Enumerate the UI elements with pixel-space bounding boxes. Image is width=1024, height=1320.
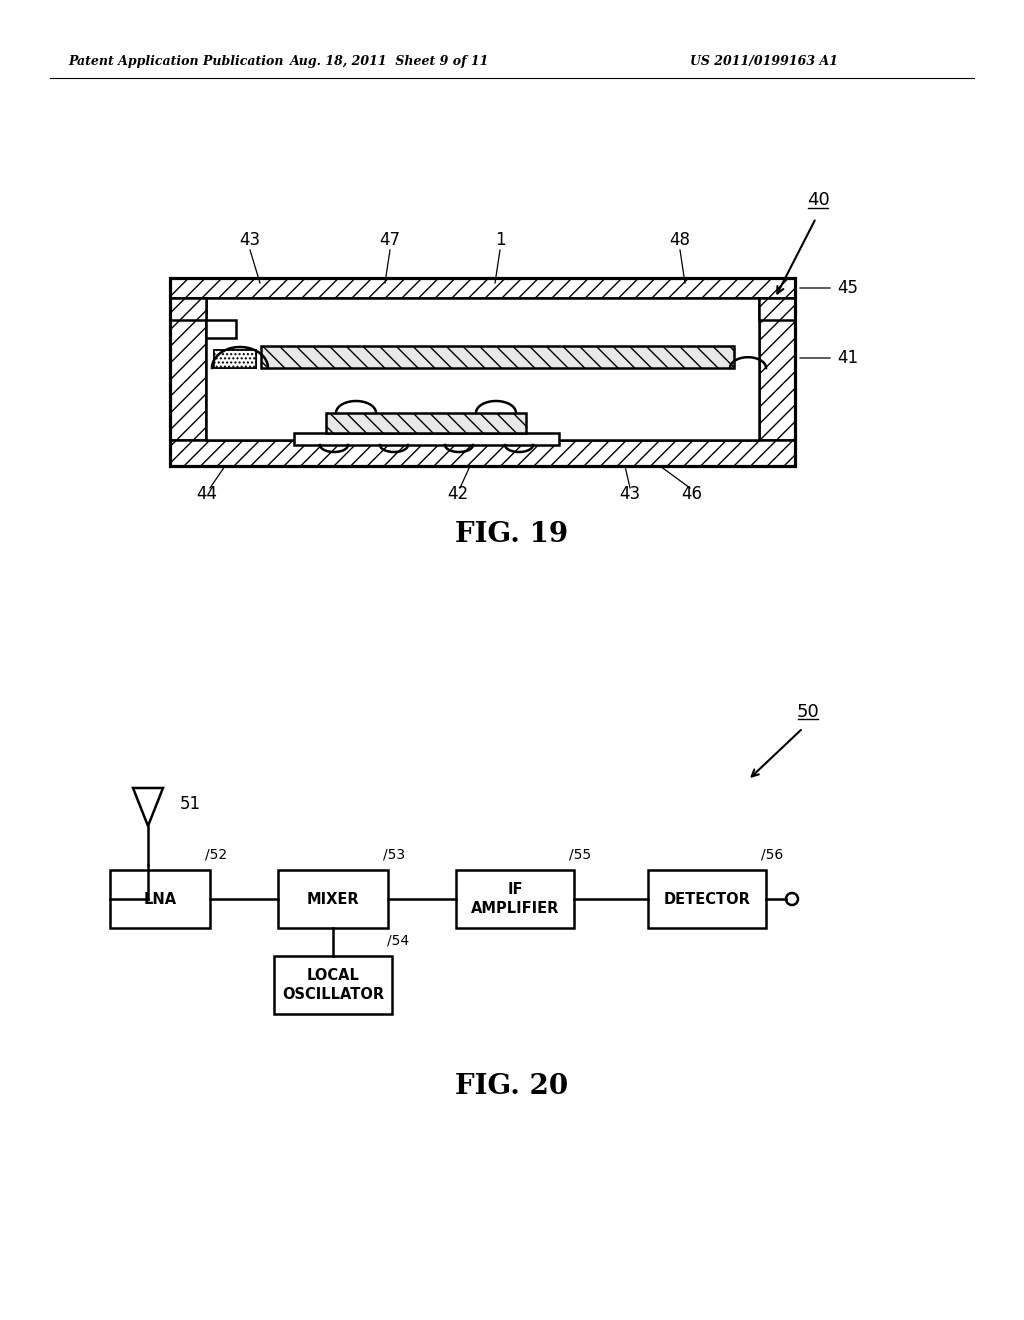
Text: US 2011/0199163 A1: US 2011/0199163 A1 — [690, 55, 838, 69]
Bar — [274, 956, 392, 1014]
Text: FIG. 19: FIG. 19 — [456, 520, 568, 548]
Text: LNA: LNA — [143, 891, 176, 907]
Bar — [214, 350, 256, 368]
Bar — [214, 350, 256, 368]
Bar — [110, 870, 210, 928]
Text: /55: /55 — [569, 847, 591, 861]
Bar — [170, 440, 795, 466]
Bar — [278, 870, 388, 928]
Text: 50: 50 — [797, 704, 819, 721]
Text: /54: /54 — [387, 933, 410, 946]
Bar — [759, 298, 795, 440]
Bar — [170, 279, 795, 298]
Text: /52: /52 — [205, 847, 227, 861]
Text: Patent Application Publication: Patent Application Publication — [68, 55, 284, 69]
Text: 40: 40 — [807, 191, 829, 209]
Text: 44: 44 — [197, 484, 217, 503]
Text: FIG. 20: FIG. 20 — [456, 1072, 568, 1100]
Bar — [261, 346, 734, 368]
Bar — [206, 319, 236, 338]
Bar — [170, 298, 206, 319]
Bar — [206, 298, 759, 440]
Bar — [648, 870, 766, 928]
Text: MIXER: MIXER — [306, 891, 359, 907]
Text: IF
AMPLIFIER: IF AMPLIFIER — [471, 882, 559, 916]
Bar — [170, 298, 206, 440]
Text: /56: /56 — [761, 847, 783, 861]
Text: Aug. 18, 2011  Sheet 9 of 11: Aug. 18, 2011 Sheet 9 of 11 — [291, 55, 489, 69]
Text: 43: 43 — [620, 484, 641, 503]
Text: /53: /53 — [383, 847, 406, 861]
Bar — [170, 279, 795, 466]
Bar — [759, 298, 795, 319]
Text: DETECTOR: DETECTOR — [664, 891, 751, 907]
Bar — [456, 870, 574, 928]
Text: 42: 42 — [447, 484, 469, 503]
Text: 47: 47 — [380, 231, 400, 249]
Text: 46: 46 — [682, 484, 702, 503]
Text: 1: 1 — [495, 231, 505, 249]
Bar — [294, 433, 559, 445]
Text: 41: 41 — [837, 348, 858, 367]
Bar — [326, 413, 526, 433]
Text: 48: 48 — [670, 231, 690, 249]
Text: 45: 45 — [837, 279, 858, 297]
Text: LOCAL
OSCILLATOR: LOCAL OSCILLATOR — [282, 968, 384, 1002]
Text: 43: 43 — [240, 231, 260, 249]
Text: 51: 51 — [180, 795, 201, 813]
